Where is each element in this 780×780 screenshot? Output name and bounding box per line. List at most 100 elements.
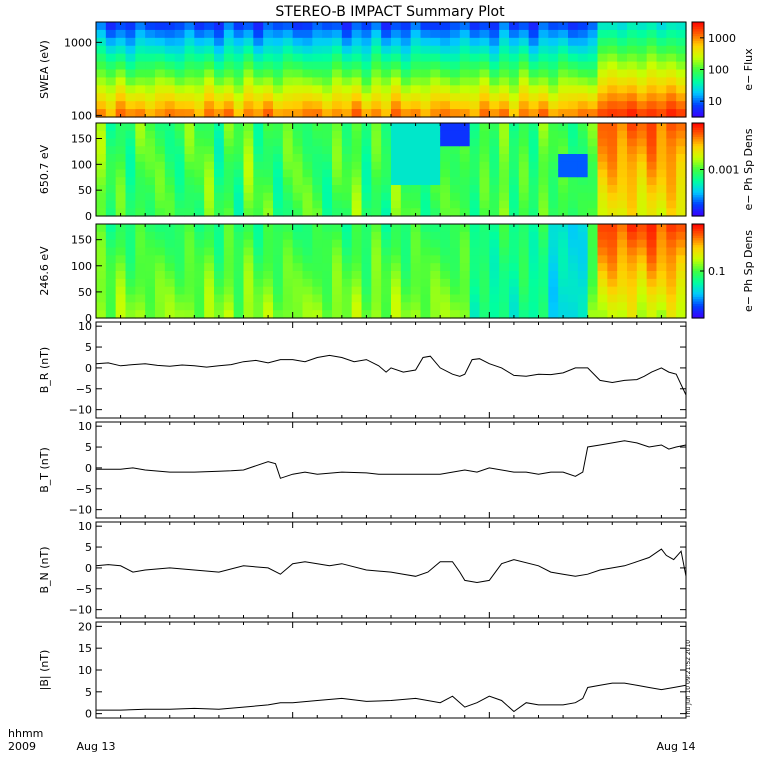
colorbar-cell xyxy=(692,199,704,203)
heatmap-cell xyxy=(656,177,667,186)
heatmap-cell xyxy=(155,22,166,31)
heatmap-cell xyxy=(548,255,559,264)
heatmap-cell xyxy=(646,130,658,140)
heatmap-cell xyxy=(440,29,451,39)
heatmap-cell xyxy=(96,310,107,319)
heatmap-cell xyxy=(96,278,107,288)
heatmap-cell xyxy=(341,263,353,272)
heatmap-cell xyxy=(135,77,146,86)
heatmap-cell xyxy=(164,177,176,186)
heatmap-cell xyxy=(302,169,313,178)
heatmap-cell xyxy=(676,29,687,39)
heatmap-cell xyxy=(214,294,225,303)
heatmap-cell xyxy=(627,239,638,249)
heatmap-cell xyxy=(528,271,540,280)
heatmap-cell xyxy=(450,123,461,132)
heatmap-cell xyxy=(263,109,274,118)
heatmap-cell xyxy=(459,185,471,194)
heatmap-cell xyxy=(420,61,431,71)
heatmap-cell xyxy=(214,29,225,39)
heatmap-cell xyxy=(577,192,589,202)
heatmap-cell xyxy=(410,138,422,147)
heatmap-cell xyxy=(302,138,313,147)
heatmap-cell xyxy=(371,109,382,118)
heatmap-cell xyxy=(597,286,608,296)
heatmap-cell xyxy=(440,286,451,296)
heatmap-cell xyxy=(194,93,205,102)
heatmap-cell xyxy=(676,109,687,118)
heatmap-cell xyxy=(292,109,304,118)
heatmap-cell xyxy=(381,200,392,209)
heatmap-cell xyxy=(243,146,254,155)
heatmap-cell xyxy=(223,29,235,39)
heatmap-cell xyxy=(607,255,618,264)
heatmap-cell xyxy=(499,224,510,233)
colorbar-cell xyxy=(692,157,704,161)
heatmap-cell xyxy=(273,93,284,102)
heatmap-cell xyxy=(204,169,215,178)
heatmap-cell xyxy=(479,255,490,264)
heatmap-cell xyxy=(155,154,166,163)
heatmap-cell xyxy=(204,45,215,55)
heatmap-cell xyxy=(587,109,599,118)
heatmap-cell xyxy=(155,169,166,178)
heatmap-cell xyxy=(469,109,481,118)
heatmap-cell xyxy=(548,294,559,303)
heatmap-cell xyxy=(430,263,441,272)
heatmap-cell xyxy=(223,85,235,94)
heatmap-cell xyxy=(273,161,284,171)
heatmap-cell xyxy=(292,208,304,217)
colorbar-cell xyxy=(692,204,704,208)
heatmap-cell xyxy=(332,109,343,118)
heatmap-cell xyxy=(105,93,117,102)
heatmap-cell xyxy=(666,85,677,94)
heatmap-cell xyxy=(381,77,392,86)
colorbar-cell xyxy=(692,242,704,246)
heatmap-cell xyxy=(666,177,677,186)
heatmap-cell xyxy=(597,200,608,209)
heatmap-cell xyxy=(499,130,510,140)
heatmap-cell xyxy=(558,61,569,71)
heatmap-cell xyxy=(125,185,136,194)
heatmap-cell xyxy=(391,85,402,94)
heatmap-cell xyxy=(243,85,254,94)
heatmap-cell xyxy=(351,161,363,171)
heatmap-cell xyxy=(676,263,687,272)
heatmap-cell xyxy=(96,130,107,140)
heatmap-cell xyxy=(607,161,618,171)
heatmap-cell xyxy=(400,302,412,311)
heatmap-cell xyxy=(558,130,569,140)
heatmap-cell xyxy=(459,85,471,94)
heatmap-cell xyxy=(312,130,323,140)
heatmap-cell xyxy=(450,310,461,319)
heatmap-cell xyxy=(282,177,294,186)
heatmap-cell xyxy=(499,146,510,155)
colorbar-label-2: e− Ph Sp Dens xyxy=(742,230,755,312)
heatmap-cell xyxy=(135,37,146,47)
heatmap-cell xyxy=(469,154,481,163)
heatmap-cell xyxy=(115,93,127,102)
heatmap-cell xyxy=(332,138,343,147)
heatmap-cell xyxy=(420,37,431,47)
heatmap-cell xyxy=(479,224,490,233)
heatmap-cell xyxy=(233,192,245,202)
heatmap-cell xyxy=(292,200,304,209)
heatmap-cell xyxy=(214,263,225,272)
heatmap-cell xyxy=(538,161,549,171)
heatmap-cell xyxy=(381,255,392,264)
heatmap-cell xyxy=(135,85,146,94)
heatmap-cell xyxy=(253,22,264,31)
heatmap-cell xyxy=(223,123,235,132)
heatmap-cell xyxy=(440,123,451,132)
heatmap-cell xyxy=(420,263,431,272)
heatmap-cell xyxy=(617,278,628,288)
heatmap-cell xyxy=(400,101,412,110)
heatmap-cell xyxy=(548,177,559,186)
heatmap-cell xyxy=(469,85,481,94)
heatmap-cell xyxy=(459,53,471,63)
heatmap-cell xyxy=(607,154,618,163)
heatmap-cell xyxy=(548,224,559,233)
heatmap-cell xyxy=(233,310,245,319)
heatmap-cell xyxy=(312,154,323,163)
heatmap-cell xyxy=(204,255,215,264)
